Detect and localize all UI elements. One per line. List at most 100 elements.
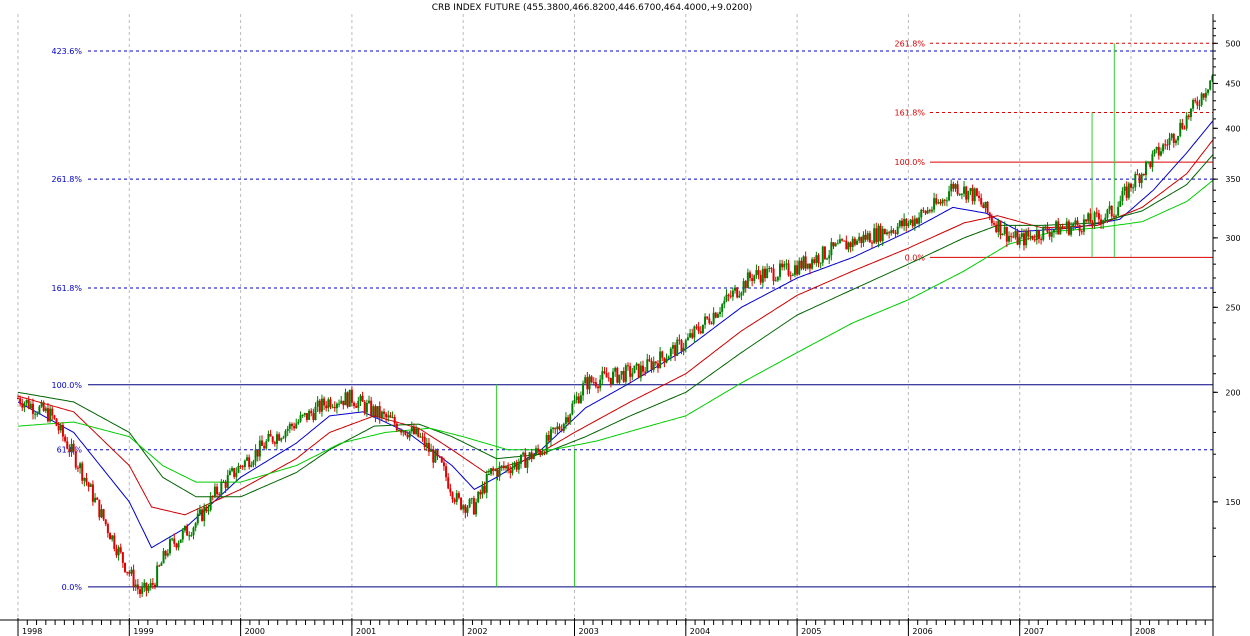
price-body xyxy=(860,236,863,243)
price-body xyxy=(928,210,931,212)
price-body xyxy=(81,463,84,481)
price-body xyxy=(507,466,510,471)
price-body xyxy=(1196,101,1199,106)
price-body xyxy=(783,264,786,268)
price-body xyxy=(162,550,165,564)
fib-label-red: 0.0% xyxy=(905,253,926,262)
price-body xyxy=(353,402,356,406)
price-body xyxy=(209,495,212,511)
price-body xyxy=(64,436,67,442)
price-body xyxy=(607,377,610,379)
price-body xyxy=(318,400,321,412)
x-tick-label: 2008 xyxy=(1135,627,1155,636)
price-body xyxy=(1162,144,1165,152)
price-body xyxy=(378,406,381,419)
price-body xyxy=(522,452,525,455)
price-body xyxy=(569,414,572,423)
price-body xyxy=(442,462,445,467)
price-body xyxy=(513,462,516,468)
price-body xyxy=(139,589,142,594)
price-body xyxy=(113,535,116,549)
price-body xyxy=(149,583,152,588)
price-body xyxy=(340,400,343,404)
price-body xyxy=(61,424,64,437)
price-body xyxy=(432,449,435,463)
price-body xyxy=(117,547,120,556)
price-body xyxy=(1027,231,1030,237)
price-body xyxy=(881,228,884,241)
price-body xyxy=(1202,93,1205,98)
fib-label-blue: 423.6% xyxy=(51,47,82,56)
price-body xyxy=(76,467,79,469)
price-body xyxy=(734,287,737,291)
price-body xyxy=(436,450,439,457)
price-body xyxy=(629,366,632,377)
vertical-markers xyxy=(496,43,1115,587)
price-body xyxy=(770,267,773,269)
x-tick-label: 2001 xyxy=(356,627,376,636)
price-body xyxy=(1044,226,1047,228)
price-body xyxy=(98,499,101,518)
price-body xyxy=(111,535,114,540)
x-tick-label: 2007 xyxy=(1024,627,1044,636)
price-body xyxy=(357,400,360,408)
price-body xyxy=(1059,227,1062,235)
price-body xyxy=(682,347,685,352)
price-body xyxy=(27,399,30,409)
moving-average-line xyxy=(17,179,1214,483)
price-body xyxy=(1181,122,1184,129)
price-body xyxy=(1001,233,1004,236)
price-body xyxy=(723,300,726,305)
price-body xyxy=(798,260,801,275)
price-body xyxy=(950,183,953,192)
price-body xyxy=(160,563,163,566)
y-tick-label: 300 xyxy=(1225,234,1240,243)
price-body xyxy=(659,351,662,369)
price-body xyxy=(716,314,719,318)
price-body xyxy=(348,389,351,407)
price-body xyxy=(280,438,283,441)
price-body xyxy=(1189,108,1192,118)
price-body xyxy=(350,389,353,403)
price-body xyxy=(999,220,1002,236)
price-body xyxy=(828,255,831,259)
price-body xyxy=(132,569,135,588)
fib-label-blue: 0.0% xyxy=(62,583,83,592)
y-tick-label: 500 xyxy=(1225,39,1240,48)
price-body xyxy=(639,365,642,378)
price-body xyxy=(164,550,167,556)
price-body xyxy=(712,312,715,324)
price-body xyxy=(1200,93,1203,106)
price-body xyxy=(1123,186,1126,191)
price-body xyxy=(316,400,319,407)
price-body xyxy=(744,281,747,289)
price-body xyxy=(145,582,148,591)
price-body xyxy=(526,458,529,468)
price-body xyxy=(815,255,818,263)
price-body xyxy=(866,233,869,240)
price-body xyxy=(342,400,345,406)
price-body xyxy=(1166,144,1169,146)
price-body xyxy=(588,376,591,390)
price-body xyxy=(408,431,411,438)
price-body xyxy=(96,497,99,500)
price-body xyxy=(72,443,75,452)
price-body xyxy=(70,443,73,452)
price-body xyxy=(879,225,882,241)
price-body xyxy=(875,228,878,243)
price-body xyxy=(1104,217,1107,221)
price-body xyxy=(1022,233,1025,246)
price-body xyxy=(404,430,407,435)
price-body xyxy=(1012,236,1015,238)
price-body xyxy=(725,294,728,301)
price-body xyxy=(699,331,702,333)
price-body xyxy=(55,418,58,426)
price-body xyxy=(213,486,216,497)
price-body xyxy=(288,423,291,429)
price-body xyxy=(948,191,951,201)
price-body xyxy=(325,405,328,409)
price-body xyxy=(198,509,201,514)
price-body xyxy=(207,510,210,512)
price-body xyxy=(241,466,244,468)
price-body xyxy=(421,436,424,438)
